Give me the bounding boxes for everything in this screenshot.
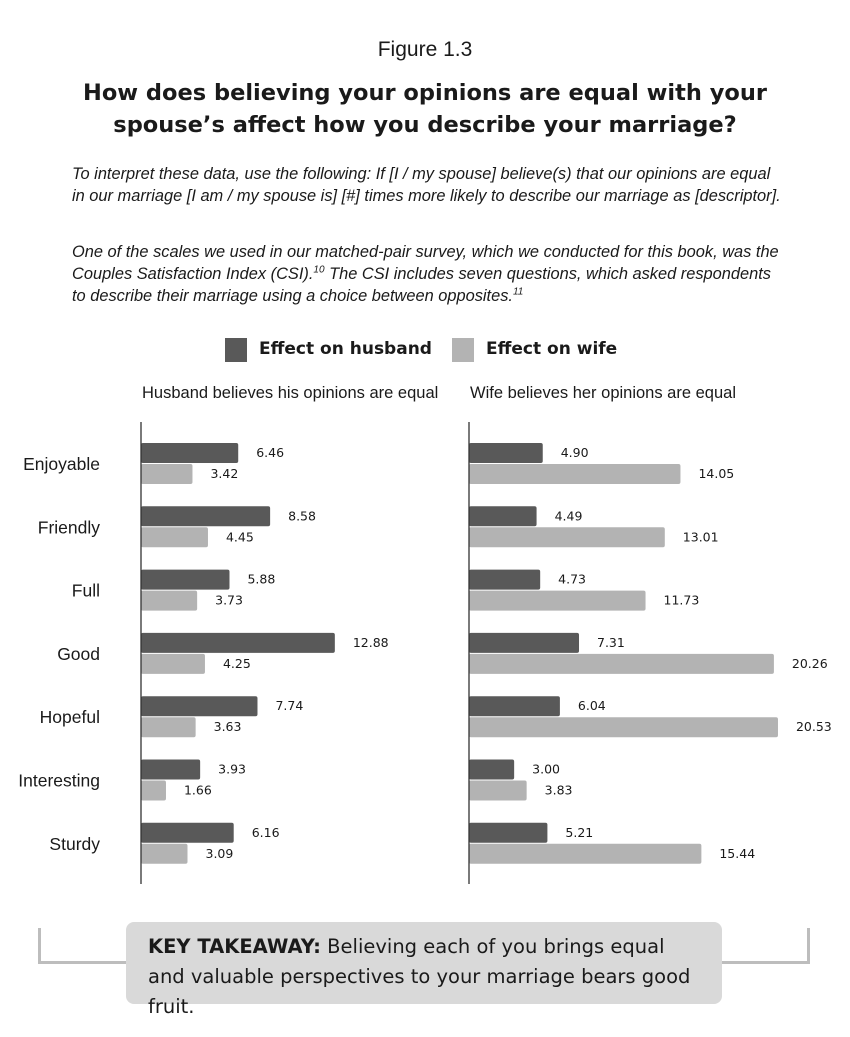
- chart-title: How does believing your opinions are equ…: [60, 77, 790, 141]
- data-label-panel1-sturdy-husband: 6.16: [252, 825, 280, 840]
- data-label-panel1-good-wife: 4.25: [223, 656, 251, 671]
- bar-panel1-friendly-wife: [141, 527, 208, 548]
- intro-paragraph-1: To interpret these data, use the followi…: [72, 165, 781, 205]
- intro-paragraph-2: One of the scales we used in our matched…: [72, 241, 787, 307]
- footnote-10: 10: [313, 264, 325, 276]
- bar-panel2-enjoyable-husband: [469, 443, 543, 463]
- bar-panel1-full-wife: [141, 590, 198, 611]
- data-label-panel1-interesting-wife: 1.66: [184, 783, 212, 798]
- data-label-panel2-interesting-husband: 3.00: [532, 762, 560, 777]
- data-label-panel2-friendly-husband: 4.49: [555, 508, 583, 523]
- panel-title-wife: Wife believes her opinions are equal: [470, 384, 736, 402]
- panel-title-husband: Husband believes his opinions are equal: [142, 384, 439, 402]
- data-label-panel2-sturdy-wife: 15.44: [719, 846, 755, 861]
- footnote-11: 11: [512, 286, 524, 298]
- data-label-panel1-full-husband: 5.88: [247, 572, 275, 587]
- bar-panel2-hopeful-wife: [469, 717, 778, 738]
- data-label-panel2-enjoyable-husband: 4.90: [561, 445, 589, 460]
- legend-swatch-wife: [452, 338, 474, 362]
- bar-panel1-enjoyable-wife: [141, 464, 193, 484]
- data-label-panel2-enjoyable-wife: 14.05: [698, 466, 734, 481]
- category-label-enjoyable: Enjoyable: [23, 454, 100, 474]
- category-label-sturdy: Sturdy: [49, 834, 100, 854]
- category-label-full: Full: [72, 581, 100, 601]
- category-label-hopeful: Hopeful: [40, 707, 100, 727]
- figure-label: Figure 1.3: [377, 38, 473, 61]
- category-label-good: Good: [57, 644, 100, 664]
- legend-label-wife: Effect on wife: [486, 339, 618, 359]
- bar-panel1-hopeful-husband: [141, 696, 258, 717]
- bar-panel2-sturdy-wife: [469, 843, 702, 864]
- data-label-panel1-hopeful-husband: 7.74: [275, 698, 303, 713]
- bar-panel1-good-husband: [141, 632, 335, 653]
- data-label-panel1-good-husband: 12.88: [353, 635, 389, 650]
- data-label-panel1-friendly-husband: 8.58: [288, 508, 316, 523]
- data-label-panel1-sturdy-wife: 3.09: [206, 846, 234, 861]
- bar-panel1-sturdy-wife: [141, 843, 188, 864]
- bar-panel1-friendly-husband: [141, 506, 271, 527]
- data-label-panel2-hopeful-wife: 20.53: [796, 719, 832, 734]
- data-label-panel2-full-husband: 4.73: [558, 572, 586, 587]
- bar-panel1-interesting-wife: [141, 780, 166, 801]
- category-label-interesting: Interesting: [18, 771, 100, 791]
- bar-panel2-interesting-wife: [469, 780, 527, 801]
- bar-panel1-full-husband: [141, 569, 230, 590]
- data-label-panel2-good-wife: 20.26: [792, 656, 828, 671]
- data-label-panel2-hopeful-husband: 6.04: [578, 698, 606, 713]
- data-label-panel1-full-wife: 3.73: [215, 593, 243, 608]
- data-label-panel2-friendly-wife: 13.01: [683, 529, 719, 544]
- data-label-panel2-interesting-wife: 3.83: [545, 783, 573, 798]
- title-line-1: How does believing your opinions are equ…: [83, 80, 767, 106]
- data-label-panel1-enjoyable-husband: 6.46: [256, 445, 284, 460]
- intro2-text-b: The CSI includes seven questions, which …: [72, 265, 771, 305]
- title-line-2: spouse’s affect how you describe your ma…: [113, 112, 737, 138]
- data-label-panel1-hopeful-wife: 3.63: [214, 719, 242, 734]
- bar-panel2-interesting-husband: [469, 759, 515, 780]
- legend: Effect on husband Effect on wife: [0, 338, 850, 364]
- data-label-panel1-interesting-husband: 3.93: [218, 762, 246, 777]
- bar-panel2-hopeful-husband: [469, 696, 560, 717]
- bar-panel1-interesting-husband: [141, 759, 201, 780]
- data-label-panel1-enjoyable-wife: 3.42: [210, 466, 238, 481]
- bar-panel2-good-husband: [469, 632, 580, 653]
- bar-panel2-full-wife: [469, 590, 646, 611]
- bar-panel2-sturdy-husband: [469, 822, 548, 843]
- intro2-text-a: One of the scales we used in our matched…: [72, 243, 779, 283]
- legend-label-husband: Effect on husband: [259, 339, 432, 359]
- bar-panel2-good-wife: [469, 653, 774, 674]
- bar-panel2-friendly-wife: [469, 527, 665, 548]
- bar-panel1-good-wife: [141, 653, 205, 674]
- data-label-panel2-full-wife: 11.73: [664, 593, 700, 608]
- bar-panel1-sturdy-husband: [141, 822, 234, 843]
- takeaway-label: KEY TAKEAWAY:: [148, 935, 321, 958]
- bar-panel2-friendly-husband: [469, 506, 537, 527]
- key-takeaway-box: KEY TAKEAWAY: Believing each of you brin…: [126, 922, 722, 1018]
- bar-panel2-enjoyable-wife: [469, 464, 681, 484]
- category-label-friendly: Friendly: [38, 517, 100, 537]
- bar-panel1-enjoyable-husband: [141, 443, 239, 463]
- legend-swatch-husband: [225, 338, 247, 362]
- data-label-panel2-sturdy-husband: 5.21: [565, 825, 593, 840]
- data-label-panel1-friendly-wife: 4.45: [226, 529, 254, 544]
- data-label-panel2-good-husband: 7.31: [597, 635, 625, 650]
- bar-panel1-hopeful-wife: [141, 717, 196, 738]
- bar-panel2-full-husband: [469, 569, 541, 590]
- takeaway-text: Believing each of you brings equal and v…: [148, 935, 691, 1018]
